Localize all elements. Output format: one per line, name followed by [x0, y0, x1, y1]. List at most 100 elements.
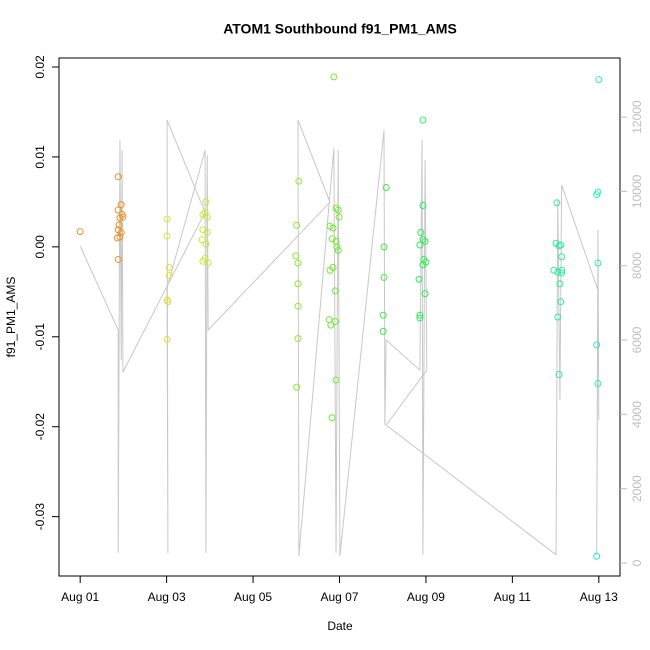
point	[164, 298, 172, 306]
point	[114, 173, 122, 181]
point	[593, 552, 601, 560]
point	[419, 201, 427, 209]
y2-tick-label: 2000	[630, 475, 644, 502]
point	[380, 273, 388, 281]
y2-tick-label: 8000	[630, 252, 644, 279]
x-tick-label: Aug 09	[407, 590, 445, 604]
point	[163, 232, 171, 240]
point	[380, 243, 388, 251]
point	[553, 199, 561, 207]
point	[117, 228, 125, 236]
point	[593, 191, 601, 199]
y2-tick-label: 6000	[630, 326, 644, 353]
y-axis-label: f91_PM1_AMS	[4, 277, 18, 358]
y-tick-label: -0.01	[33, 323, 47, 351]
point	[416, 314, 424, 322]
point	[165, 272, 173, 280]
point	[419, 236, 427, 244]
point	[335, 213, 343, 221]
point	[114, 255, 122, 263]
x-tick-label: Aug 11	[494, 590, 531, 604]
point	[593, 341, 601, 349]
point	[417, 228, 425, 236]
point	[119, 213, 127, 221]
x-tick-label: Aug 05	[234, 590, 272, 604]
point	[379, 327, 387, 335]
point	[421, 237, 429, 245]
point	[594, 380, 602, 388]
point	[415, 275, 423, 283]
x-tick-label: Aug 03	[148, 590, 186, 604]
point	[114, 206, 122, 214]
point	[331, 287, 339, 295]
x-tick-label: Aug 13	[580, 590, 618, 604]
point	[165, 264, 173, 272]
point	[294, 335, 302, 343]
point	[332, 376, 340, 384]
y2-tick-label: 10000	[630, 174, 644, 208]
point	[558, 253, 566, 261]
point	[554, 268, 562, 276]
point	[163, 335, 171, 343]
point	[116, 233, 124, 241]
point	[334, 206, 342, 214]
point	[203, 228, 211, 236]
point	[419, 116, 427, 124]
point	[332, 204, 340, 212]
point	[332, 237, 340, 245]
point	[117, 201, 125, 209]
point	[379, 311, 387, 319]
y2-tick-label: 12000	[630, 100, 644, 134]
y-tick-label: 0.01	[33, 145, 47, 169]
x-axis-label: Date	[327, 619, 353, 633]
point	[334, 246, 342, 254]
altitude-line	[79, 119, 600, 556]
point	[327, 321, 335, 329]
point	[292, 252, 300, 260]
point	[555, 371, 563, 379]
y-tick-label: -0.02	[33, 413, 47, 441]
point	[294, 302, 302, 310]
point	[203, 213, 211, 221]
y-tick-label: 0.02	[33, 55, 47, 79]
point	[204, 259, 212, 267]
point	[163, 215, 171, 223]
point	[594, 259, 602, 267]
point	[329, 264, 337, 272]
point	[294, 259, 302, 267]
point	[554, 313, 562, 321]
point	[595, 76, 603, 84]
point	[115, 221, 123, 229]
point	[421, 290, 429, 298]
point	[556, 280, 564, 288]
point	[198, 236, 206, 244]
point	[555, 242, 563, 250]
point	[416, 311, 424, 319]
chart-title: ATOM1 Southbound f91_PM1_AMS	[223, 21, 457, 37]
point	[330, 73, 338, 81]
point	[116, 214, 124, 222]
point	[329, 224, 337, 232]
y-tick-label: -0.03	[33, 503, 47, 531]
x-tick-label: Aug 01	[61, 590, 99, 604]
point	[201, 209, 209, 217]
x-tick-label: Aug 07	[320, 590, 358, 604]
point	[294, 280, 302, 288]
point	[558, 269, 566, 277]
point	[419, 261, 427, 269]
point	[550, 266, 558, 274]
point	[202, 198, 210, 206]
point	[557, 298, 565, 306]
point	[558, 266, 566, 274]
point	[382, 184, 390, 191]
point	[295, 177, 303, 185]
point	[416, 241, 424, 249]
point	[333, 243, 341, 251]
point	[202, 240, 210, 248]
point	[293, 221, 301, 229]
point	[331, 317, 339, 325]
point	[328, 414, 336, 422]
point	[76, 228, 84, 236]
